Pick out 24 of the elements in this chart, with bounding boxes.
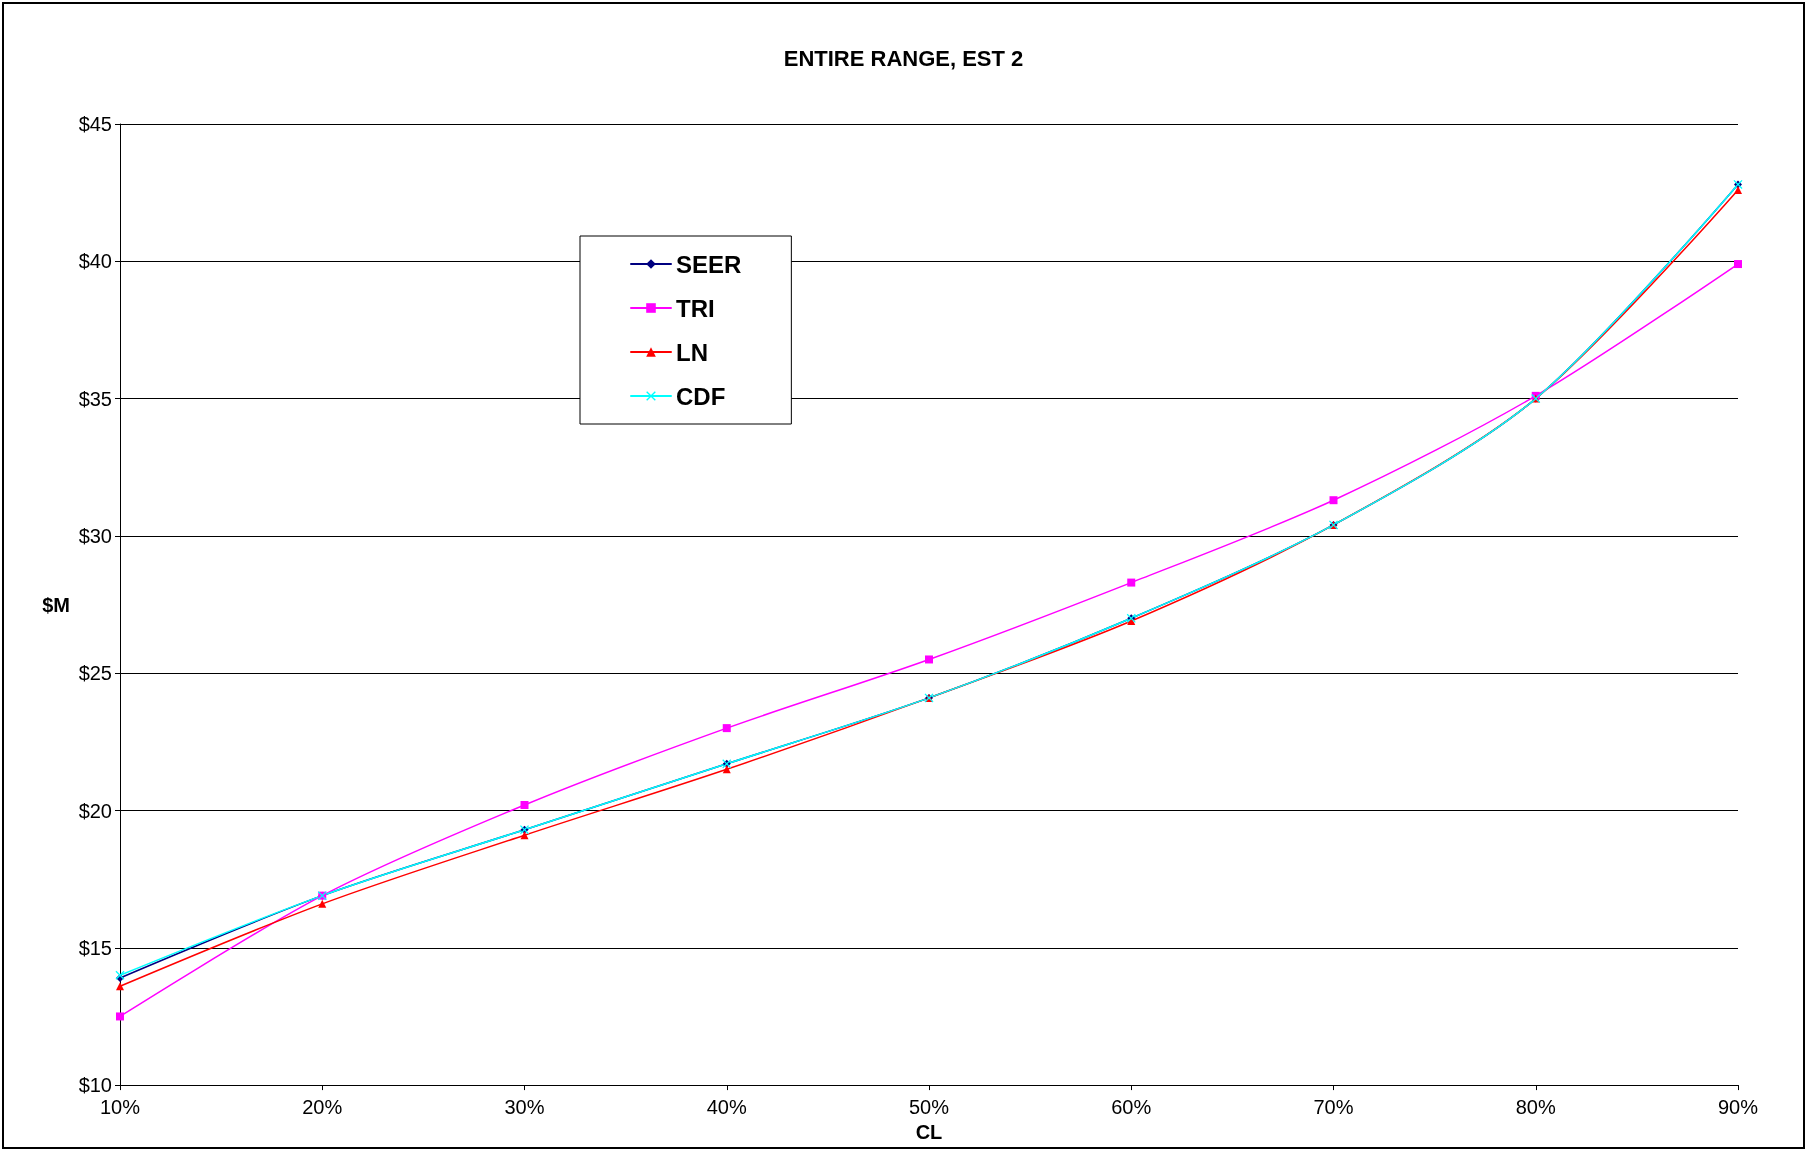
- y-axis-title: $M: [42, 593, 70, 616]
- legend-label: LN: [676, 338, 708, 366]
- chart-title: ENTIRE RANGE, EST 2: [783, 45, 1024, 71]
- x-tick-label: 50%: [908, 1096, 950, 1119]
- y-tick-label: $30: [78, 524, 112, 547]
- y-tick-label: $15: [78, 936, 112, 959]
- x-tick-label: 30%: [504, 1096, 545, 1119]
- x-axis-title: CL: [915, 1121, 943, 1143]
- x-tick-label: 60%: [1111, 1096, 1152, 1119]
- x-tick-label: 40%: [706, 1096, 747, 1119]
- x-tick-label: 90%: [1717, 1096, 1759, 1119]
- x-tick-label: 10%: [99, 1096, 141, 1119]
- x-tick-label: 80%: [1515, 1096, 1556, 1119]
- y-tick-label: $40: [78, 250, 112, 273]
- legend-label: SEER: [676, 250, 742, 278]
- y-tick-label: $25: [78, 662, 112, 685]
- y-tick-label: $45: [78, 113, 112, 135]
- y-tick-label: $10: [78, 1074, 112, 1097]
- y-tick-label: $35: [78, 387, 112, 410]
- legend-label: TRI: [676, 294, 715, 322]
- legend-label: CDF: [676, 382, 726, 410]
- x-tick-label: 20%: [302, 1096, 343, 1119]
- x-tick-label: 70%: [1313, 1096, 1354, 1119]
- y-tick-label: $20: [78, 799, 112, 822]
